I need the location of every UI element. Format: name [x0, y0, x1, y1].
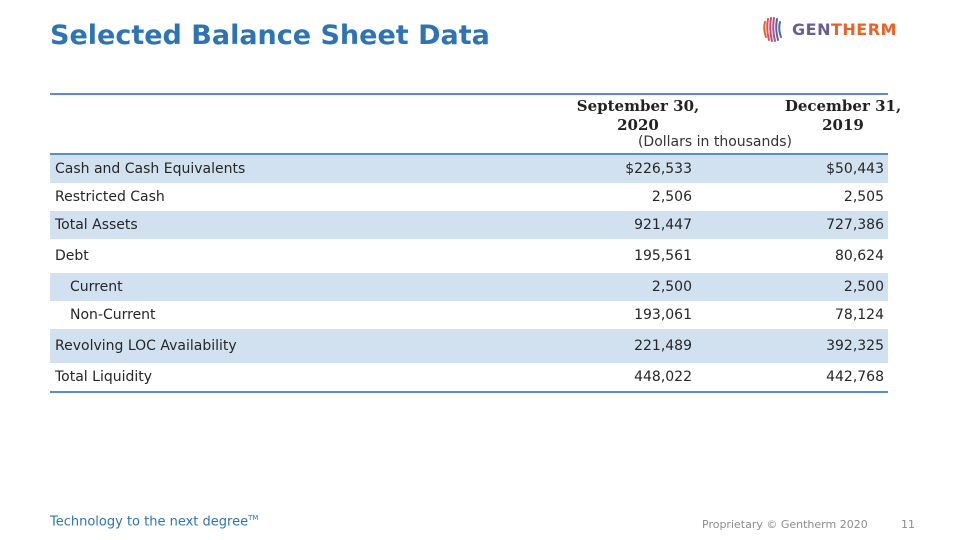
page-number: 11 — [901, 518, 915, 531]
row-value-2020: 193,061 — [634, 307, 692, 323]
row-label: Cash and Cash Equivalents — [55, 161, 246, 177]
company-logo: GENTHERM — [758, 14, 897, 44]
logo-wordmark: GENTHERM — [792, 20, 897, 39]
page-title: Selected Balance Sheet Data — [50, 20, 490, 51]
row-value-2020: $226,533 — [625, 161, 692, 177]
row-value-2019: 2,500 — [843, 279, 884, 295]
column-header-sep-2020: September 30, 2020 — [576, 97, 700, 134]
trademark-mark: TM — [248, 514, 259, 522]
footer-tagline: Technology to the next degreeTM — [50, 514, 258, 529]
row-label: Total Assets — [55, 217, 138, 233]
table-row: Debt 195,561 80,624 — [50, 239, 888, 273]
table-row: Current 2,500 2,500 — [50, 273, 888, 301]
table-row: Total Liquidity 448,022 442,768 — [50, 363, 888, 391]
row-label: Non-Current — [70, 307, 156, 323]
table-row: Cash and Cash Equivalents $226,533 $50,4… — [50, 155, 888, 183]
column-header-dec-2019: December 31, 2019 — [784, 97, 902, 134]
table-row: Total Assets 921,447 727,386 — [50, 211, 888, 239]
tagline-text: Technology to the next degree — [50, 514, 249, 530]
row-label: Current — [70, 279, 123, 295]
balance-sheet-table: September 30, 2020 December 31, 2019 (Do… — [50, 93, 901, 393]
row-value-2020: 2,500 — [651, 279, 692, 295]
row-value-2019: 392,325 — [826, 338, 884, 354]
table-row: Revolving LOC Availability 221,489 392,3… — [50, 329, 888, 363]
gentherm-swirl-icon — [763, 17, 782, 42]
row-value-2019: $50,443 — [826, 161, 884, 177]
row-label: Total Liquidity — [55, 369, 153, 385]
row-value-2020: 448,022 — [634, 369, 692, 385]
row-label: Debt — [55, 248, 89, 264]
table-row: Restricted Cash 2,506 2,505 — [50, 183, 888, 211]
row-value-2020: 221,489 — [634, 338, 692, 354]
row-value-2019: 727,386 — [826, 217, 884, 233]
units-note: (Dollars in thousands) — [637, 134, 793, 150]
table-header: September 30, 2020 December 31, 2019 (Do… — [50, 95, 901, 155]
row-value-2019: 2,505 — [843, 189, 884, 205]
table-row: Non-Current 193,061 78,124 — [50, 301, 888, 329]
footer-copyright: Proprietary © Gentherm 2020 — [702, 518, 868, 531]
row-value-2019: 78,124 — [835, 307, 884, 323]
row-value-2020: 195,561 — [634, 248, 692, 264]
row-value-2020: 921,447 — [634, 217, 692, 233]
row-label: Restricted Cash — [55, 189, 165, 205]
logo-text-therm: THERM — [830, 19, 897, 39]
row-value-2020: 2,506 — [651, 189, 692, 205]
row-value-2019: 80,624 — [835, 248, 884, 264]
row-label: Revolving LOC Availability — [55, 338, 237, 354]
logo-text-gen: GEN — [792, 19, 831, 39]
row-value-2019: 442,768 — [826, 369, 884, 385]
